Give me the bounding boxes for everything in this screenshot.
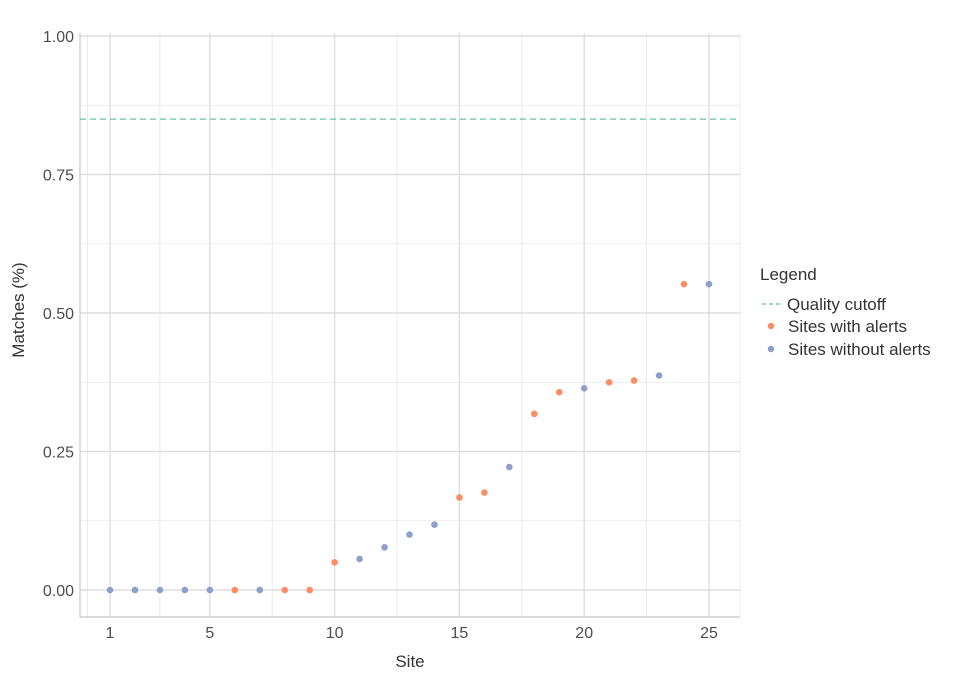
legend-item-sites-with-alerts: Sites with alerts bbox=[767, 317, 907, 336]
legend-label-sites-without-alerts: Sites without alerts bbox=[788, 340, 931, 359]
point-site-without-alert bbox=[206, 586, 214, 594]
point-site-with-alert bbox=[306, 586, 313, 594]
legend-dot-icon bbox=[767, 322, 775, 330]
legend-label-sites-with-alerts: Sites with alerts bbox=[788, 317, 907, 336]
legend-label-quality-cutoff: Quality cutoff bbox=[787, 295, 886, 314]
x-tick-label: 10 bbox=[326, 625, 344, 642]
point-site-without-alert bbox=[431, 521, 438, 528]
data-points bbox=[106, 280, 713, 594]
legend-title: Legend bbox=[760, 265, 817, 284]
x-tick-label: 25 bbox=[700, 625, 718, 642]
legend: Legend Quality cutoff Sites with alerts … bbox=[760, 265, 931, 359]
point-site-with-alert bbox=[481, 489, 488, 496]
y-tick-label: 1.00 bbox=[43, 29, 74, 46]
point-site-without-alert bbox=[256, 586, 264, 594]
axes bbox=[79, 33, 740, 618]
x-tick-label: 15 bbox=[451, 625, 469, 642]
point-site-with-alert bbox=[630, 377, 638, 384]
legend-dot-icon bbox=[767, 345, 775, 353]
x-tick-label: 20 bbox=[575, 625, 593, 642]
y-tick-label: 0.00 bbox=[43, 583, 74, 600]
point-site-without-alert bbox=[181, 586, 189, 594]
legend-item-quality-cutoff: Quality cutoff bbox=[762, 295, 886, 314]
point-site-with-alert bbox=[456, 494, 463, 501]
point-site-with-alert bbox=[331, 559, 338, 566]
point-site-without-alert bbox=[580, 385, 588, 392]
point-site-without-alert bbox=[406, 531, 413, 538]
tick-labels: 1 5 10 15 20 250.000.250.500.751.00 bbox=[43, 29, 718, 642]
y-tick-label: 0.25 bbox=[43, 445, 74, 462]
point-site-without-alert bbox=[705, 280, 713, 288]
point-site-without-alert bbox=[106, 586, 114, 594]
point-site-without-alert bbox=[381, 544, 388, 551]
point-site-without-alert bbox=[506, 463, 513, 471]
point-site-without-alert bbox=[356, 555, 363, 563]
y-tick-label: 0.50 bbox=[43, 306, 74, 323]
point-site-with-alert bbox=[605, 378, 613, 386]
point-site-with-alert bbox=[555, 388, 563, 396]
legend-item-sites-without-alerts: Sites without alerts bbox=[767, 340, 931, 359]
grid bbox=[80, 33, 741, 617]
x-tick-label: 1 bbox=[106, 625, 115, 642]
point-site-with-alert bbox=[281, 586, 289, 594]
point-site-without-alert bbox=[131, 586, 139, 594]
y-axis-title: Matches (%) bbox=[9, 262, 28, 357]
point-site-with-alert bbox=[680, 280, 688, 288]
point-site-without-alert bbox=[156, 586, 164, 594]
point-site-with-alert bbox=[530, 410, 538, 418]
x-tick-label: 5 bbox=[205, 625, 214, 642]
y-tick-label: 0.75 bbox=[43, 168, 74, 185]
point-site-with-alert bbox=[231, 586, 239, 594]
point-site-without-alert bbox=[655, 372, 663, 379]
x-axis-title: Site bbox=[395, 652, 424, 671]
